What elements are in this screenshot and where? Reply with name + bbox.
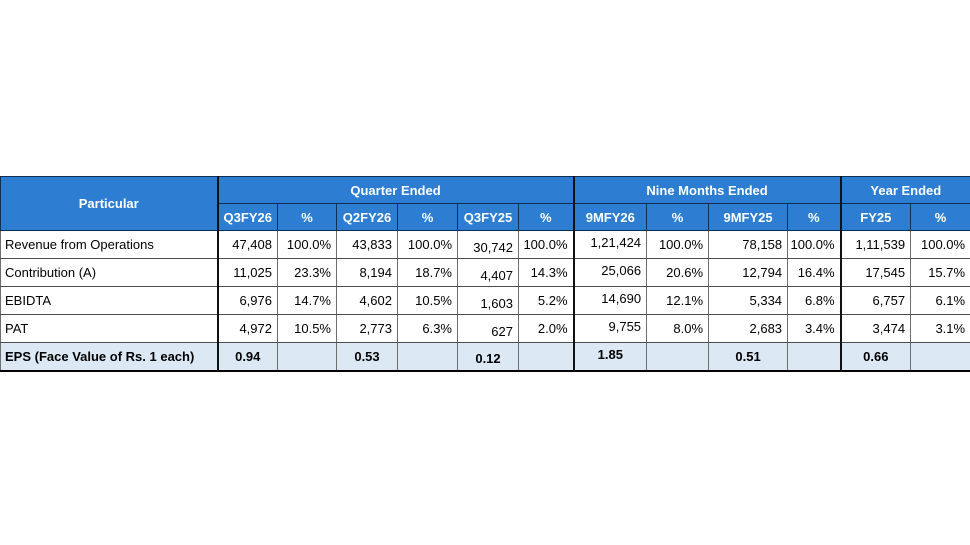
value-cell: 10.5% [277, 314, 337, 343]
value-cell: 0.94 [216, 342, 278, 371]
column-header-pct-6: % [910, 203, 970, 231]
value-cell: 4,407 [457, 258, 519, 287]
column-header-q2fy26: Q2FY26 [336, 203, 398, 231]
value-cell: 8,194 [336, 258, 398, 287]
value-cell: 23.3% [277, 258, 337, 287]
value-cell: 100.0% [646, 230, 710, 259]
value-cell: 4,972 [216, 314, 278, 343]
value-cell: 20.6% [646, 258, 710, 287]
value-cell: 5.2% [517, 286, 575, 315]
value-cell: 10.5% [397, 286, 458, 315]
group-header-quarter-ended: Quarter Ended [216, 176, 575, 204]
value-cell: 3.1% [910, 314, 970, 343]
value-cell: 9,755 [572, 314, 648, 343]
value-cell: 4,602 [336, 286, 398, 315]
value-cell: 100.0% [910, 230, 970, 259]
column-header-9mfy25: 9MFY25 [708, 203, 789, 231]
value-cell: 14.3% [517, 258, 575, 287]
value-cell [517, 342, 575, 371]
header-column-row: Q3FY26 % Q2FY26 % Q3FY25 % 9MFY26 % 9MFY… [1, 203, 970, 231]
value-cell: 6.3% [397, 314, 458, 343]
group-header-nine-months-ended: Nine Months Ended [572, 176, 842, 204]
value-cell: 2,683 [708, 314, 789, 343]
value-cell: 100.0% [787, 230, 842, 259]
value-cell: 25,066 [572, 258, 648, 287]
value-cell: 1,603 [457, 286, 519, 315]
value-cell: 0.53 [336, 342, 398, 371]
table-row-revenue: Revenue from Operations 47,408 100.0% 43… [0, 230, 970, 259]
table-row-eps: EPS (Face Value of Rs. 1 each) 0.94 0.53… [0, 342, 970, 371]
value-cell: 100.0% [397, 230, 458, 259]
column-header-9mfy26: 9MFY26 [572, 203, 648, 231]
column-header-pct-4: % [646, 203, 710, 231]
row-label: Contribution (A) [0, 258, 218, 287]
column-header-fy25: FY25 [839, 203, 912, 231]
value-cell: 5,334 [708, 286, 789, 315]
value-cell [646, 342, 710, 371]
financial-results-table: Particular Quarter Ended Nine Months End… [0, 176, 970, 372]
value-cell: 17,545 [839, 258, 912, 287]
value-cell: 2.0% [517, 314, 575, 343]
value-cell: 100.0% [517, 230, 575, 259]
column-header-pct-5: % [787, 203, 842, 231]
column-header-pct-2: % [397, 203, 458, 231]
value-cell [277, 342, 337, 371]
value-cell: 2,773 [336, 314, 398, 343]
value-cell: 100.0% [277, 230, 337, 259]
value-cell [397, 342, 458, 371]
value-cell: 627 [457, 314, 519, 343]
value-cell: 47,408 [216, 230, 278, 259]
value-cell: 30,742 [457, 230, 519, 259]
value-cell: 16.4% [787, 258, 842, 287]
value-cell: 1.85 [572, 342, 648, 371]
column-header-pct-3: % [517, 203, 575, 231]
value-cell: 8.0% [646, 314, 710, 343]
column-header-q3fy25: Q3FY25 [457, 203, 519, 231]
table-row-pat: PAT 4,972 10.5% 2,773 6.3% 627 2.0% 9,75… [0, 314, 970, 343]
column-header-particular: Particular [0, 176, 218, 231]
value-cell: 1,21,424 [572, 230, 648, 259]
value-cell [787, 342, 842, 371]
value-cell: 11,025 [216, 258, 278, 287]
value-cell [910, 342, 970, 371]
value-cell: 78,158 [708, 230, 789, 259]
value-cell: 0.66 [839, 342, 912, 371]
value-cell: 18.7% [397, 258, 458, 287]
value-cell: 1,11,539 [839, 230, 912, 259]
header-group-row: Particular Quarter Ended Nine Months End… [0, 176, 970, 231]
value-cell: 6.8% [787, 286, 842, 315]
value-cell: 12.1% [646, 286, 710, 315]
value-cell: 6,757 [839, 286, 912, 315]
value-cell: 6.1% [910, 286, 970, 315]
value-cell: 0.12 [457, 342, 519, 371]
row-label: PAT [0, 314, 218, 343]
row-label: Revenue from Operations [0, 230, 218, 259]
column-header-pct-1: % [277, 203, 337, 231]
value-cell: 3,474 [839, 314, 912, 343]
group-header-year-ended: Year Ended [839, 176, 970, 204]
value-cell: 15.7% [910, 258, 970, 287]
value-cell: 43,833 [336, 230, 398, 259]
table-row-ebidta: EBIDTA 6,976 14.7% 4,602 10.5% 1,603 5.2… [0, 286, 970, 315]
value-cell: 0.51 [708, 342, 789, 371]
value-cell: 6,976 [216, 286, 278, 315]
value-cell: 3.4% [787, 314, 842, 343]
row-label: EBIDTA [0, 286, 218, 315]
value-cell: 12,794 [708, 258, 789, 287]
value-cell: 14.7% [277, 286, 337, 315]
column-header-q3fy26: Q3FY26 [216, 203, 278, 231]
row-label: EPS (Face Value of Rs. 1 each) [0, 342, 218, 371]
value-cell: 14,690 [572, 286, 648, 315]
table-row-contribution: Contribution (A) 11,025 23.3% 8,194 18.7… [0, 258, 970, 287]
